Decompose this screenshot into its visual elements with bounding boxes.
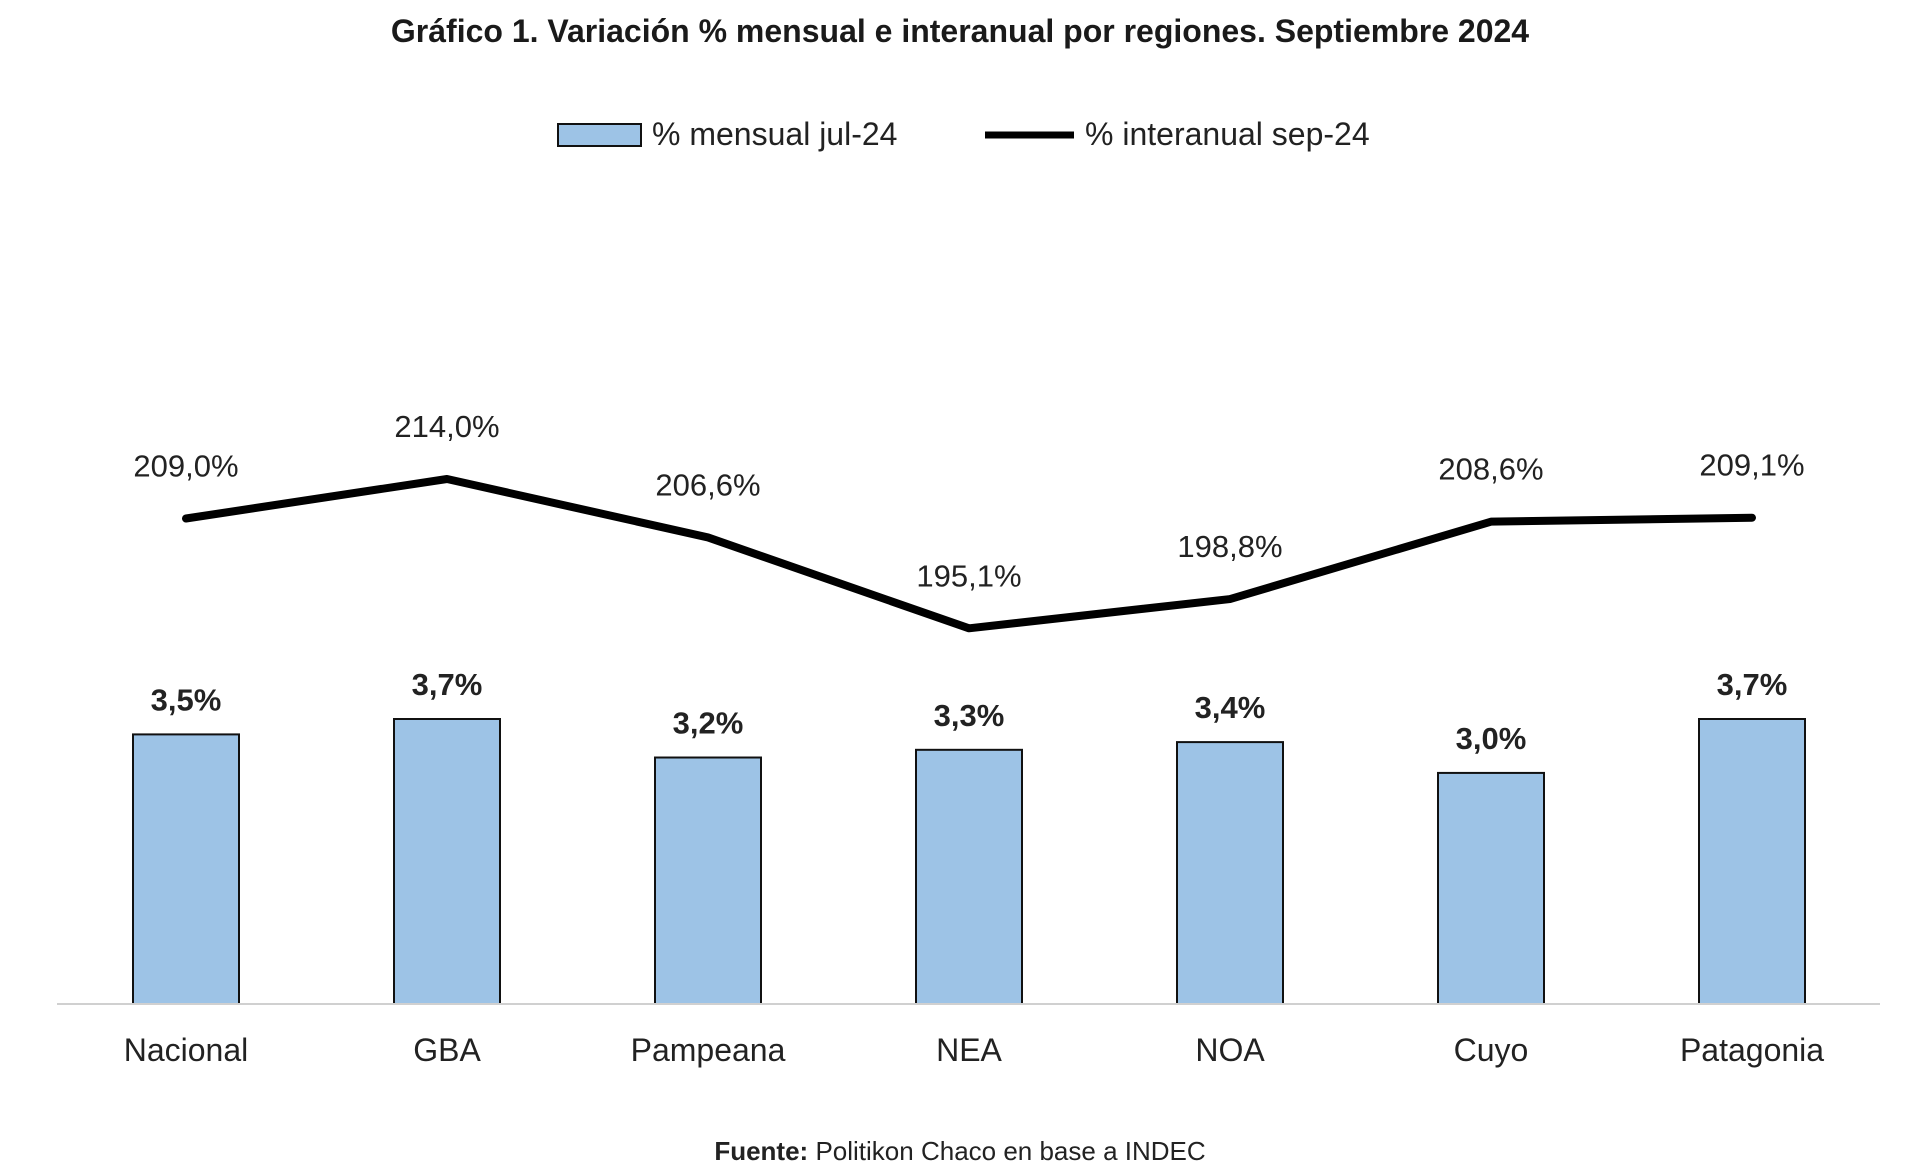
line-point-gba — [446, 478, 448, 480]
category-label-nacional: Nacional — [124, 1032, 249, 1068]
line-point-nea — [968, 627, 970, 629]
line-label-nea: 195,1% — [916, 558, 1021, 593]
interanual-line — [182, 475, 1756, 633]
chart-title: Gráfico 1. Variación % mensual e interan… — [391, 13, 1529, 49]
bar-gba — [393, 718, 501, 1005]
line-label-pampeana: 206,6% — [655, 467, 760, 502]
line-point-pampeana — [707, 536, 709, 538]
bar-label-pampeana: 3,2% — [673, 706, 744, 741]
line-label-noa: 198,8% — [1177, 529, 1282, 564]
source-text: Politikon Chaco en base a INDEC — [815, 1136, 1205, 1166]
category-label-nea: NEA — [936, 1032, 1002, 1068]
bar-data-labels: 3,5% 3,7% 3,2% 3,3% 3,4% 3,0% 3,7% — [151, 667, 1788, 756]
category-label-noa: NOA — [1195, 1032, 1265, 1068]
line-label-cuyo: 208,6% — [1438, 452, 1543, 487]
bar-series — [132, 718, 1806, 1006]
category-label-gba: GBA — [413, 1032, 481, 1068]
category-labels: Nacional GBA Pampeana NEA NOA Cuyo Patagonia — [124, 1032, 1825, 1068]
bar-pampeana — [654, 756, 762, 1005]
category-label-patagonia: Patagonia — [1680, 1032, 1824, 1068]
line-label-nacional: 209,0% — [133, 449, 238, 484]
legend: % mensual jul-24 % interanual sep-24 — [557, 116, 1370, 152]
category-label-cuyo: Cuyo — [1454, 1032, 1529, 1068]
bar-label-nea: 3,3% — [934, 698, 1005, 733]
category-label-pampeana: Pampeana — [631, 1032, 786, 1068]
line-point-patagonia — [1751, 517, 1753, 519]
bar-label-patagonia: 3,7% — [1717, 667, 1788, 702]
bar-label-nacional: 3,5% — [151, 682, 222, 717]
bar-label-noa: 3,4% — [1195, 690, 1266, 725]
bar-noa — [1176, 741, 1284, 1005]
line-label-gba: 214,0% — [394, 409, 499, 444]
source-note: Fuente: Politikon Chaco en base a INDEC — [714, 1136, 1205, 1166]
line-point-cuyo — [1490, 521, 1492, 523]
bar-patagonia — [1698, 718, 1806, 1005]
bar-label-gba: 3,7% — [412, 667, 483, 702]
bar-nea — [915, 748, 1023, 1005]
bar-cuyo — [1437, 771, 1545, 1006]
legend-label-bar: % mensual jul-24 — [652, 116, 897, 152]
line-series — [182, 475, 1756, 633]
line-point-nacional — [185, 518, 187, 519]
line-label-patagonia: 209,1% — [1699, 448, 1804, 483]
legend-swatch-bar — [557, 123, 642, 147]
bar-label-cuyo: 3,0% — [1456, 721, 1527, 756]
line-point-noa — [1229, 598, 1231, 600]
source-label: Fuente: — [714, 1136, 808, 1166]
bar-nacional — [132, 733, 240, 1005]
legend-label-line: % interanual sep-24 — [1085, 116, 1370, 152]
line-data-labels: 209,0% 214,0% 206,6% 195,1% 198,8% 208,6% 209,… — [133, 409, 1804, 593]
